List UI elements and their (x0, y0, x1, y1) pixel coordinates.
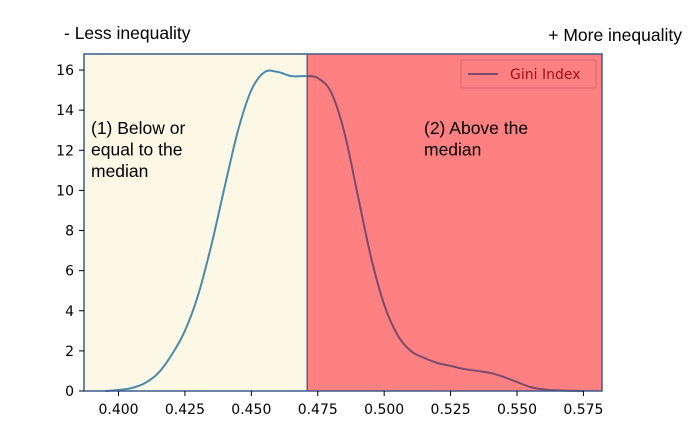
x-tick-label: 0.475 (298, 402, 338, 418)
header-less-inequality: - Less inequality (64, 23, 191, 43)
x-tick-label: 0.550 (497, 402, 537, 418)
header-more-inequality: + More inequality (548, 25, 682, 45)
series-line-gini-index-above (306, 75, 584, 392)
y-tick-label: 4 (65, 304, 74, 320)
y-tick-label: 0 (65, 384, 74, 400)
region-below-median (84, 54, 308, 391)
region-label-line: median (91, 161, 148, 181)
y-tick-label: 14 (56, 103, 74, 119)
x-tick-label: 0.425 (165, 402, 205, 418)
region-label-line: (1) Below or (91, 118, 186, 138)
x-tick-label: 0.450 (231, 402, 271, 418)
region-label-line: equal to the (91, 140, 182, 160)
x-tick-label: 0.500 (364, 402, 404, 418)
legend: Gini Index (460, 59, 597, 89)
y-tick-label: 16 (56, 63, 74, 79)
x-axis-ticks: 0.400 0.425 0.450 0.475 0.500 0.525 0.550 0.575 (98, 391, 603, 418)
x-tick-label: 0.575 (563, 402, 603, 418)
region-label-below: (1) Below or equal to the median (91, 118, 186, 181)
region-label-line: median (424, 140, 481, 160)
series-line-gini-index-below (105, 69, 308, 392)
y-tick-label: 10 (56, 183, 74, 199)
legend-label-gini-index: Gini Index (510, 67, 581, 83)
region-label-line: (2) Above the (424, 118, 528, 138)
y-tick-label: 8 (65, 224, 74, 240)
x-tick-label: 0.525 (431, 402, 471, 418)
legend-box (460, 59, 597, 89)
y-tick-label: 12 (56, 143, 74, 159)
y-tick-label: 6 (65, 264, 74, 280)
y-tick-label: 2 (65, 344, 74, 360)
y-axis-ticks: 0 2 4 6 8 10 12 14 16 (56, 63, 84, 400)
region-above-median (307, 54, 602, 391)
region-label-above: (2) Above the median (424, 118, 528, 160)
x-tick-label: 0.400 (98, 402, 138, 418)
axes-frame (83, 53, 603, 392)
